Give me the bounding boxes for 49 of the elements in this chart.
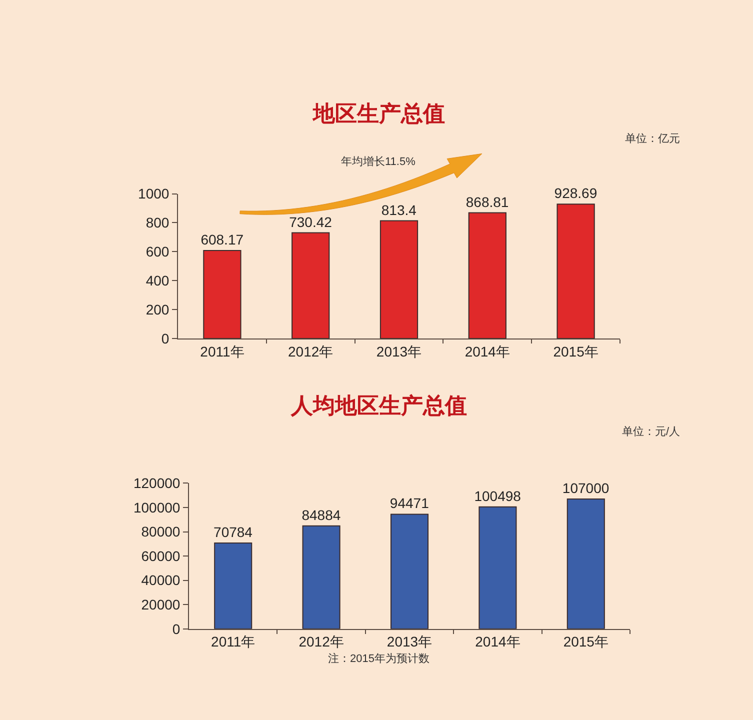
x-tick-label: 2015年 <box>563 634 608 650</box>
y-tick-label: 100000 <box>133 499 180 516</box>
y-tick-label: 0 <box>172 620 180 637</box>
bar <box>556 204 595 338</box>
y-tick-label: 1000 <box>138 186 170 202</box>
x-tick-label: 2013年 <box>376 343 422 360</box>
y-tick-label: 60000 <box>141 548 180 564</box>
x-tick-label: 2012年 <box>288 343 334 360</box>
y-tick-label: 80000 <box>141 524 180 540</box>
bar <box>566 498 605 629</box>
data-label: 107000 <box>562 480 610 496</box>
data-label: 730.42 <box>289 214 332 230</box>
data-label: 868.81 <box>466 194 509 210</box>
bar <box>468 212 506 338</box>
bar <box>302 525 340 629</box>
data-label: 813.4 <box>381 202 417 218</box>
chart-title: 地区生产总值 <box>312 101 445 126</box>
y-tick-label: 0 <box>161 330 170 346</box>
data-label: 100498 <box>474 488 522 504</box>
data-label: 608.17 <box>200 231 244 248</box>
x-tick-label: 2014年 <box>475 634 520 650</box>
x-tick-label: 2012年 <box>298 634 344 650</box>
x-tick-label: 2011年 <box>200 343 244 360</box>
bar <box>203 250 242 338</box>
data-label: 928.69 <box>554 185 598 202</box>
y-tick-label: 40000 <box>141 572 180 588</box>
data-label: 94471 <box>390 495 430 512</box>
text: 注：2015年为预计数 <box>328 652 430 665</box>
x-tick-label: 2015年 <box>553 343 598 360</box>
data-label: 84884 <box>302 506 341 523</box>
y-tick-label: 200 <box>146 301 170 318</box>
y-tick-label: 400 <box>146 272 170 289</box>
x-tick-label: 2014年 <box>464 343 510 360</box>
y-tick-label: 20000 <box>141 596 180 613</box>
chart-title: 人均地区生产总值 <box>290 393 467 418</box>
bar <box>390 514 429 629</box>
bar <box>478 506 517 629</box>
text: 单位：元/人 <box>622 425 680 438</box>
bar <box>380 220 418 338</box>
y-tick-label: 120000 <box>133 475 180 492</box>
y-tick-label: 600 <box>146 244 170 260</box>
bar <box>292 232 330 338</box>
y-tick-label: 800 <box>146 214 170 231</box>
text: 单位：亿元 <box>625 132 680 145</box>
text: 年均增长11.5% <box>341 155 416 168</box>
x-tick-label: 2013年 <box>386 634 432 650</box>
x-tick-label: 2011年 <box>211 634 256 650</box>
bar <box>214 542 252 629</box>
data-label: 70784 <box>214 524 253 540</box>
